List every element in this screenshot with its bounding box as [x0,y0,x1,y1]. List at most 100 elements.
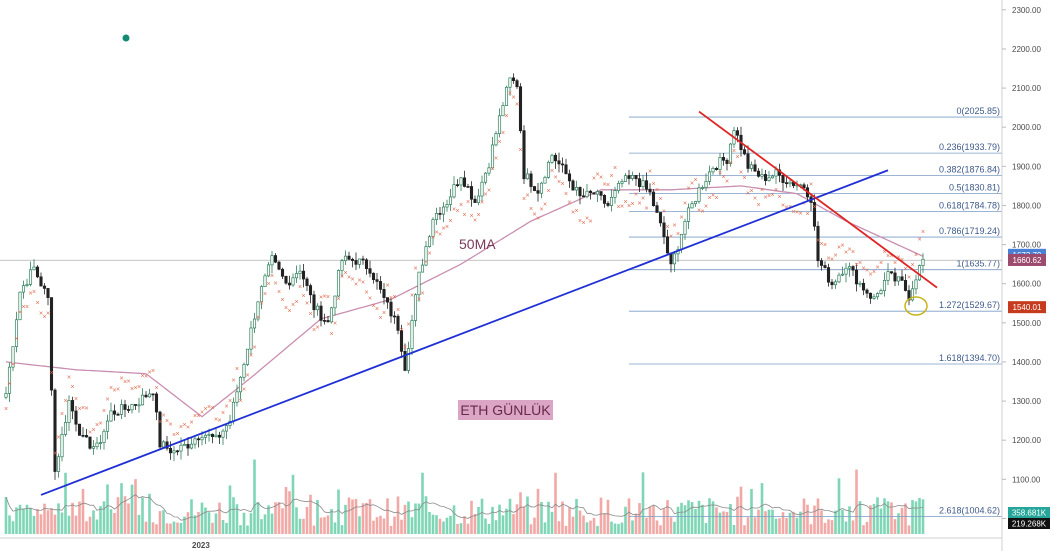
volume-bar [291,474,295,534]
candle-body [235,391,239,403]
volume-badge-bg [1008,507,1050,518]
volume-bar [613,523,617,534]
psar-dot: × [133,385,137,392]
psar-dot: × [382,310,386,317]
candle-body [896,276,901,282]
psar-dot: × [420,291,424,298]
volume-bar [39,514,43,534]
psar-dot: × [518,147,522,154]
candle-body [403,351,407,371]
candle-body [189,443,194,449]
candle-body [683,221,687,235]
chart-label-bg [458,400,553,420]
y-tick-label: 1100.00 [1012,475,1041,484]
candle-body [392,315,397,318]
parabolic-sar: ×××××× ×× ×××××××××××××× × ×× ×× ×××× × ××× ×× × ××… [4,91,925,458]
volume-bar [575,498,578,534]
volume-bar [680,502,683,534]
candle-body [277,261,281,270]
candle-body [728,143,733,164]
candle-body [165,441,169,449]
volume-bar [333,522,337,534]
volume-bar [890,502,893,534]
volume-bar [36,508,39,534]
candle-body [490,144,495,169]
candle-body [522,130,526,180]
volume-bar [389,525,393,534]
volume-bar [295,507,298,534]
volume-bar [368,499,372,534]
volume-bar [67,515,71,534]
psar-dot: × [833,253,837,260]
candle-body [406,348,411,371]
volume-bar [522,506,526,534]
candle-body [651,191,656,207]
candle-body [756,170,761,177]
y-tick-label: 1400.00 [1012,358,1041,367]
volume-bar [711,501,715,534]
candle-body [515,80,519,88]
volume-bar [200,502,204,534]
volume-bar [883,498,886,534]
psar-dot: × [497,139,501,146]
candle-body [102,430,106,443]
psar-dot: × [616,204,620,211]
volume-bar [543,522,547,534]
psar-dot: × [889,253,893,260]
psar-dot: × [644,205,648,212]
psar-dot: × [203,406,207,413]
volume-bar [316,499,319,534]
candle-body [158,411,162,448]
candle-body [294,273,299,279]
psar-dot: × [816,237,820,244]
volume-bar [767,509,771,534]
candle-body [630,175,635,179]
volume-bar [662,508,666,534]
volume-bar [508,498,512,534]
candle-body [616,182,621,191]
volume-bar [172,521,176,534]
candle-body [893,272,897,282]
candle-body [382,289,386,298]
candle-body [655,205,659,213]
psar-dot: × [417,296,421,303]
psar-dot: × [60,411,64,418]
psar-dot: × [308,311,312,318]
psar-dot: × [84,405,88,412]
psar-dot: × [840,243,844,250]
psar-dot: × [637,200,641,207]
psar-dot: × [914,252,918,259]
candle-body [35,266,40,278]
candle-body [130,404,134,411]
fib-level-label: 1.618(1394.70) [939,353,1000,363]
volume-bar [760,483,764,534]
psar-dot: × [651,181,655,188]
candle-body [420,264,425,273]
psar-dot: × [413,266,417,273]
candle-body [553,154,558,162]
psar-dot: × [392,294,396,301]
volume-bar [445,517,449,534]
volume-bar [683,505,687,534]
psar-dot: × [725,179,729,186]
candle-body [319,305,323,321]
volume-bar [778,518,781,534]
candle-body [550,154,554,163]
psar-dot: × [364,290,368,297]
candle-body [567,173,572,182]
y-tick-label: 1200.00 [1012,436,1041,445]
volume-bar [631,520,634,534]
psar-dot: × [14,336,18,343]
psar-dot: × [777,194,781,201]
support-trendline [40,169,889,496]
y-axis-ticks: 1000.001100.001200.001300.001400.001500.… [1002,6,1041,523]
volume-bar [757,509,760,534]
candle-body [861,282,866,291]
volume-bar [732,524,736,534]
psar-dot: × [452,207,456,214]
candle-body [116,413,120,416]
volume-bar [547,501,550,534]
volume-bar [235,504,239,534]
